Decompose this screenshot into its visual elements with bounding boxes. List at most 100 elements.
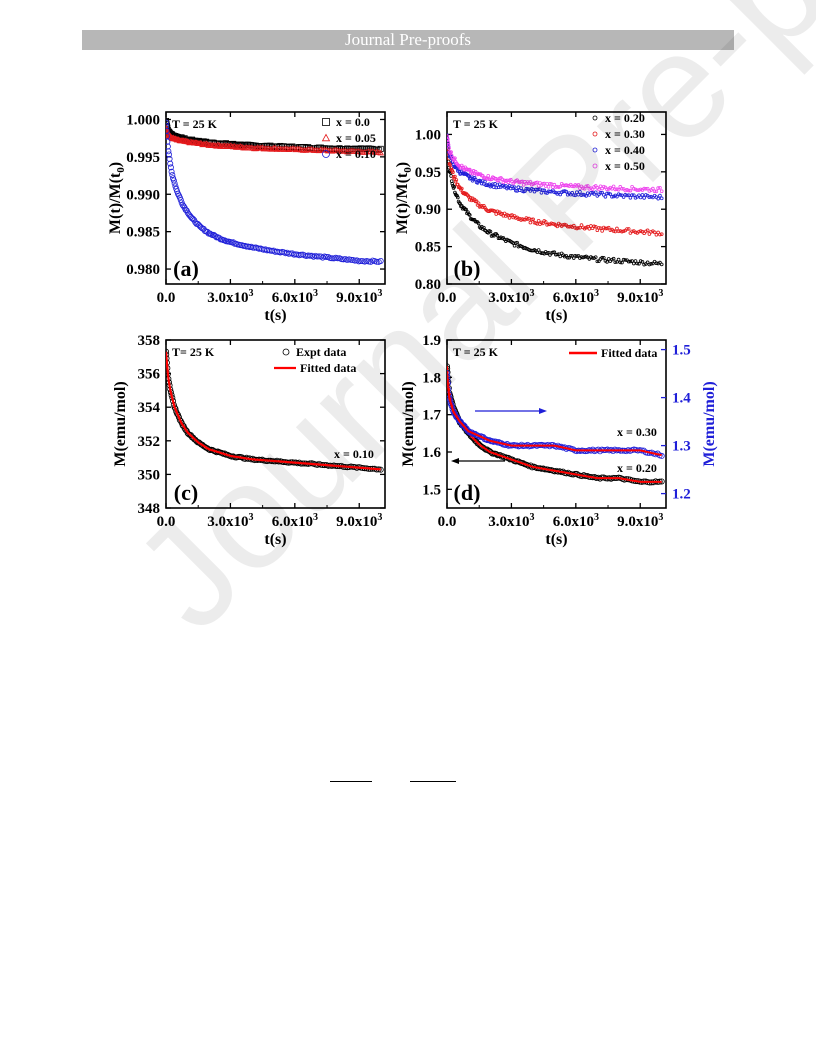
data-point (600, 190, 604, 195)
data-point (647, 262, 652, 267)
data-point (551, 250, 555, 255)
y-right-tick-label: 1.4 (672, 391, 691, 407)
header-bar: Journal Pre-proofs (82, 30, 734, 50)
y-right-tick-label: 1.5 (672, 343, 691, 359)
x-tick-exponent: 3 (530, 512, 535, 523)
data-point (528, 220, 533, 225)
data-point (238, 143, 246, 150)
data-point (175, 190, 182, 197)
data-point (625, 188, 629, 192)
data-point (584, 194, 588, 198)
data-point (456, 195, 460, 200)
data-point (357, 145, 364, 152)
x-tick-label: 9.0x103 (617, 288, 663, 306)
data-point (605, 187, 609, 192)
data-point (620, 186, 624, 191)
x-tick-label: 0.0 (438, 290, 457, 306)
data-layer (166, 117, 384, 265)
data-point (338, 256, 345, 263)
data-point (323, 253, 330, 260)
data-point (600, 229, 604, 233)
panel-label: (c) (174, 480, 198, 505)
data-point (615, 226, 619, 231)
y-axis-label: M(emu/mol) (112, 381, 129, 466)
data-point (623, 258, 628, 262)
data-point (536, 218, 541, 223)
data-point (623, 193, 628, 197)
y-tick-label: 1.6 (422, 445, 441, 461)
data-point (459, 163, 464, 168)
data-point (598, 226, 603, 230)
data-point (458, 186, 462, 190)
plot-frame (165, 339, 386, 509)
data-point (167, 160, 174, 167)
y-tick-label: 1.000 (126, 112, 160, 128)
data-point (495, 233, 500, 238)
panel-label: (b) (454, 256, 481, 281)
data-point (593, 255, 598, 259)
data-point (651, 186, 655, 191)
data-point (571, 193, 576, 197)
panel-2: 0.0 3.0x103 6.0x103 9.0x103 t(s) 348 350 352 354… (112, 333, 386, 548)
data-point (659, 196, 664, 201)
y-tick-label: 0.80 (415, 277, 441, 293)
data-point (306, 146, 314, 153)
data-point (593, 224, 598, 229)
y-tick-label: 0.980 (126, 262, 160, 278)
data-point (603, 226, 608, 231)
data-point (654, 189, 659, 194)
data-point (178, 419, 185, 426)
panel-label: (d) (454, 480, 481, 505)
data-point (606, 257, 611, 261)
data-point (249, 144, 257, 151)
data-point (626, 188, 631, 193)
data-point (608, 228, 613, 232)
x-tick-exponent: 3 (594, 288, 599, 299)
data-point (453, 156, 457, 160)
series-label-upper: x = 0.30 (617, 425, 657, 439)
legend-label: x = 0.40 (605, 143, 645, 157)
data-point (644, 186, 648, 191)
data-point (597, 187, 601, 192)
y-tick-label: 1.9 (422, 333, 441, 349)
data-point (625, 227, 629, 231)
data-point (170, 177, 177, 184)
x-tick-label: 0.0 (157, 290, 176, 306)
data-point (568, 254, 573, 258)
data-point (642, 196, 646, 200)
data-point (351, 257, 358, 264)
data-point (649, 262, 653, 266)
data-point (656, 230, 660, 235)
data-point (598, 184, 603, 189)
x-tick-label: 0.0 (157, 514, 176, 530)
x-tick-exponent: 3 (658, 512, 663, 523)
data-point (633, 259, 638, 263)
data-point (656, 261, 660, 266)
data-point (373, 258, 380, 265)
data-point (637, 229, 641, 234)
data-point (633, 230, 638, 235)
data-point (582, 186, 587, 191)
x-tick-exponent: 3 (530, 288, 535, 299)
data-point (610, 186, 614, 191)
x-axis-label: t(s) (545, 307, 567, 324)
data-point (630, 193, 634, 197)
data-point (166, 148, 172, 155)
data-point (595, 259, 600, 264)
data-point (582, 255, 587, 259)
data-point (528, 180, 533, 184)
data-point (167, 164, 174, 171)
data-point (208, 231, 215, 238)
y-tick-label: 0.85 (415, 240, 441, 256)
data-point (514, 188, 518, 193)
data-point (473, 169, 478, 174)
legend-label: Expt data (296, 345, 346, 359)
x-tick-label: 3.0x103 (488, 288, 534, 306)
data-point (645, 260, 650, 265)
y-tick-label: 0.95 (415, 165, 441, 181)
data-point (654, 261, 659, 266)
data-point (633, 187, 638, 192)
x-tick-label: 6.0x103 (272, 512, 318, 530)
x-tick-label: 6.0x103 (272, 288, 318, 306)
y-axis-label: M(t)/M(t0) (394, 162, 414, 234)
